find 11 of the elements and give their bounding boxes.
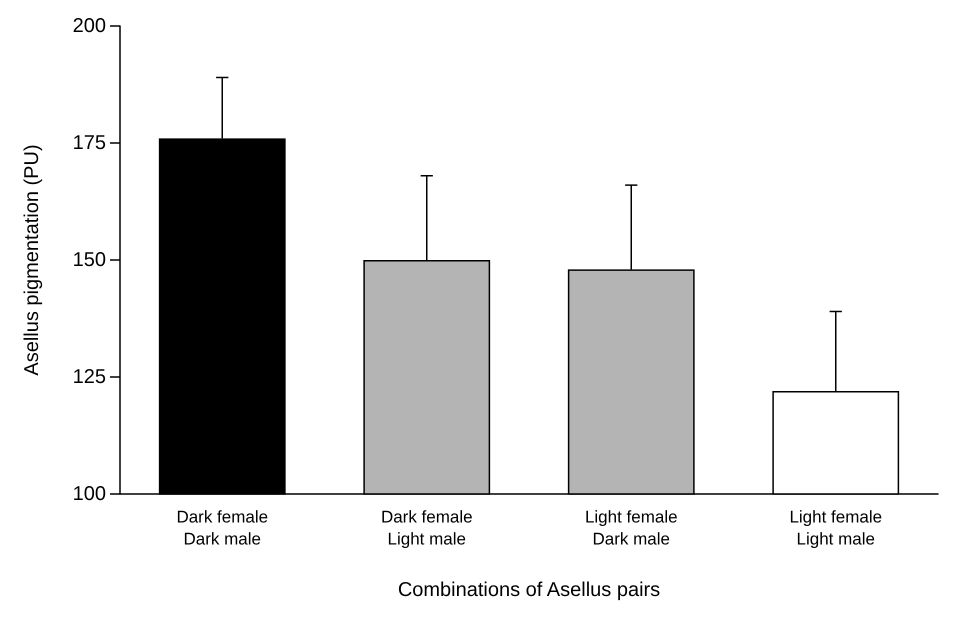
x-tick-label: Light female Light male xyxy=(789,508,882,548)
y-tick-label: 200 xyxy=(72,15,106,37)
x-tick-label: Dark female Light male xyxy=(380,508,473,548)
y-tick-label: 100 xyxy=(72,483,106,505)
x-tick-label: Light female Dark male xyxy=(584,508,678,548)
x-axis-title: Combinations of Asellus pairs xyxy=(398,579,660,601)
y-tick-label: 175 xyxy=(72,132,106,154)
x-tick-label: Dark female Dark male xyxy=(176,508,268,548)
y-tick-label: 125 xyxy=(72,366,106,388)
y-axis-title: Asellus pigmentation (PU) xyxy=(21,144,43,376)
y-tick-label: 150 xyxy=(72,249,106,271)
